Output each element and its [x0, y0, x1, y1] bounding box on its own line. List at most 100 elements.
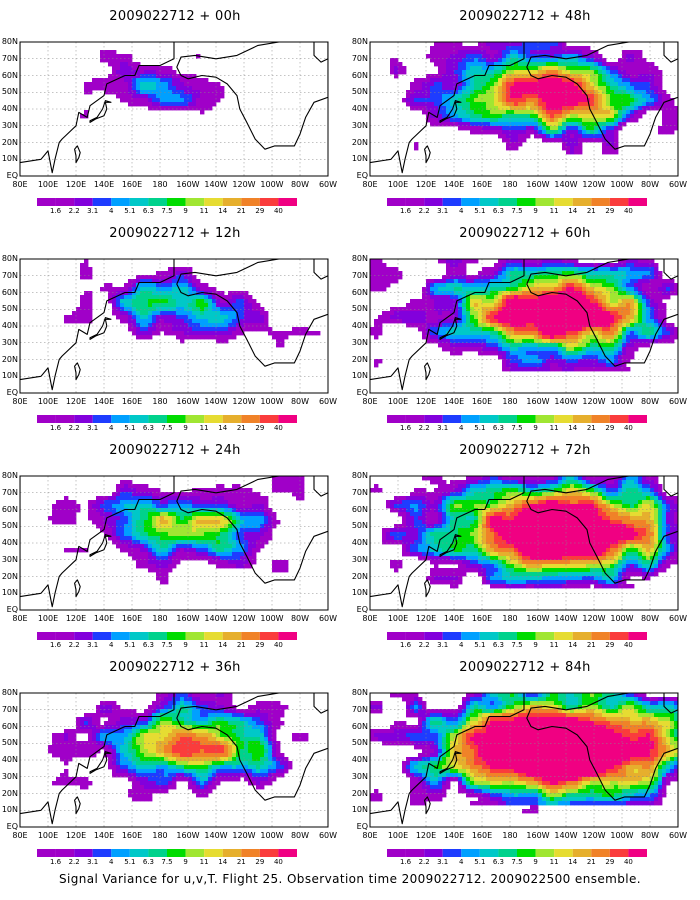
colorbar-level-label: 2.2 [418, 424, 430, 432]
colorbar-swatch [241, 198, 260, 206]
longitude-label: 120W [582, 831, 606, 840]
colorbar-level-label: 5.1 [474, 207, 486, 215]
colorbar-level-label: 21 [236, 207, 246, 215]
colorbar-swatch [167, 415, 186, 423]
latitude-label: 60N [351, 287, 368, 297]
map-panel: 2009022712 + 00h 80N 70N 60N 50N 40N 30N 20N 10N… [0, 0, 350, 217]
colorbar-swatch [259, 198, 279, 206]
longitude-label: 140E [93, 397, 115, 406]
coastlines [370, 42, 678, 174]
coastlines [370, 259, 678, 391]
longitude-label: 120E [65, 614, 87, 623]
longitude-label: 100E [387, 180, 409, 189]
colorbar-level-label: 4 [109, 641, 114, 649]
colorbar-swatch [55, 632, 75, 640]
colorbar-level-label: 21 [236, 641, 246, 649]
colorbar-level-label: 11 [199, 207, 209, 215]
latitude-label: 50N [351, 738, 368, 748]
longitude-label: 140E [443, 180, 465, 189]
colorbar-swatch [424, 849, 443, 857]
colorbar-swatch [278, 849, 297, 857]
longitude-label: 100E [37, 614, 59, 623]
colorbar-swatch [185, 849, 205, 857]
colorbar-swatch [387, 632, 406, 640]
longitude-label: 80W [640, 180, 660, 189]
variance-map [369, 692, 679, 857]
latitude-label: 70N [351, 704, 368, 714]
colorbar-level-label: 3.1 [437, 424, 449, 432]
colorbar-swatch [609, 198, 629, 206]
colorbar-swatch [554, 632, 573, 640]
longitude-label: 80W [640, 831, 660, 840]
colorbar-level-label: 7.5 [161, 424, 173, 432]
map-frame [19, 41, 329, 177]
latitude-label: 80N [1, 471, 18, 480]
colorbar-swatch [278, 415, 297, 423]
colorbar-level-label: 14 [218, 641, 228, 649]
colorbar-swatch [498, 198, 517, 206]
longitude-label: 120W [232, 831, 256, 840]
latitude-label: EQ [356, 171, 368, 180]
latitude-label: 20N [351, 788, 368, 798]
coastlines [370, 693, 678, 825]
longitude-label: 160W [176, 831, 200, 840]
latitude-label: 50N [1, 738, 18, 748]
colorbar-level-label: 29 [605, 641, 615, 649]
colorbar-level-label: 4 [109, 207, 114, 215]
longitude-label: 100W [610, 614, 634, 623]
colorbar-swatch [479, 198, 499, 206]
colorbar-swatch [442, 849, 462, 857]
longitude-label: 120W [582, 614, 606, 623]
graticule [370, 476, 678, 610]
latitude-label: 30N [1, 120, 18, 130]
colorbar-level-label: 14 [568, 641, 578, 649]
variance-map [369, 41, 679, 206]
colorbar-level-label: 2.2 [68, 207, 80, 215]
longitude-label: 120W [232, 614, 256, 623]
colorbar-swatch [628, 198, 647, 206]
longitude-label: 100W [260, 614, 284, 623]
longitude-label: 80E [12, 614, 28, 623]
colorbar-swatch [204, 849, 223, 857]
colorbar-swatch [241, 849, 260, 857]
latitude-label: 70N [351, 53, 368, 63]
longitude-label: 80E [362, 831, 378, 840]
colorbar-level-label: 1.6 [49, 207, 62, 215]
latitude-label: 20N [351, 571, 368, 581]
colorbar-level-label: 4 [459, 424, 464, 432]
latitude-label: 70N [1, 704, 18, 714]
colorbar-level-label: 40 [273, 641, 283, 649]
shaded-variance-field [370, 476, 678, 589]
colorbar-swatch [461, 415, 480, 423]
variance-map [19, 258, 329, 423]
colorbar-level-label: 11 [199, 641, 209, 649]
colorbar-level-label: 4 [459, 858, 464, 866]
colorbar-level-label: 4 [459, 207, 464, 215]
longitude-label: 160E [471, 397, 493, 406]
longitude-label: 160E [471, 831, 493, 840]
latitude-label: EQ [6, 171, 18, 180]
latitude-label: 70N [1, 53, 18, 63]
colorbar [387, 198, 647, 206]
colorbar-swatch [204, 632, 223, 640]
colorbar-level-label: 11 [549, 424, 559, 432]
colorbar-swatch [628, 415, 647, 423]
longitude-label: 100W [260, 831, 284, 840]
colorbar-swatch [278, 198, 297, 206]
colorbar-swatch [554, 198, 573, 206]
longitude-label: 180 [152, 614, 168, 623]
latitude-label: EQ [6, 822, 18, 831]
colorbar-swatch [37, 632, 56, 640]
colorbar-level-label: 11 [199, 424, 209, 432]
longitude-label: 140W [204, 180, 228, 189]
graticule [370, 693, 678, 827]
latitude-label: 10N [1, 588, 18, 598]
longitude-label: 100W [260, 180, 284, 189]
longitude-label: 100W [260, 397, 284, 406]
colorbar-level-label: 1.6 [49, 641, 62, 649]
latitude-label: 30N [351, 120, 368, 130]
colorbar-level-label: 3.1 [437, 858, 449, 866]
longitude-label: 100E [37, 397, 59, 406]
longitude-label: 120E [415, 180, 437, 189]
longitude-label: 100E [37, 831, 59, 840]
